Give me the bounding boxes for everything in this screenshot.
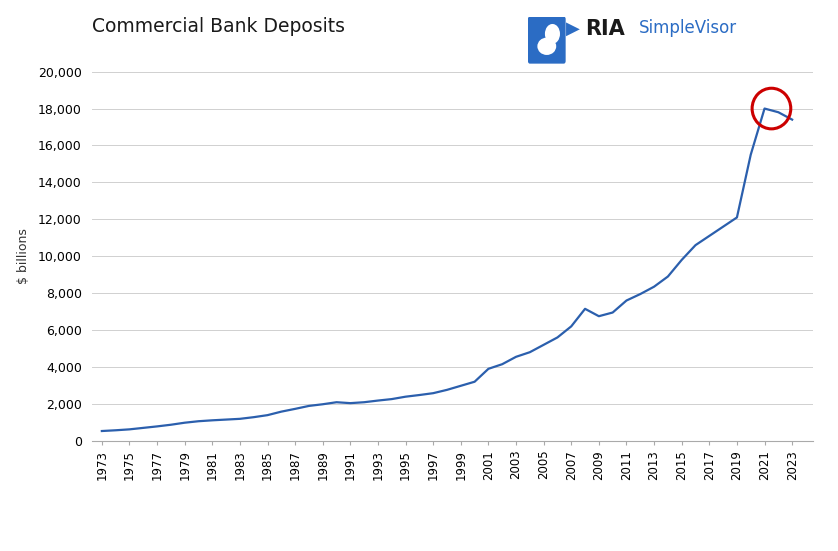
Circle shape bbox=[545, 24, 560, 44]
Text: Commercial Bank Deposits: Commercial Bank Deposits bbox=[92, 17, 345, 35]
Text: SimpleVisor: SimpleVisor bbox=[639, 19, 737, 37]
FancyBboxPatch shape bbox=[528, 17, 566, 63]
Text: ▶: ▶ bbox=[566, 19, 580, 37]
Text: RIA: RIA bbox=[585, 19, 624, 39]
Ellipse shape bbox=[537, 37, 556, 55]
Y-axis label: $ billions: $ billions bbox=[17, 228, 29, 284]
